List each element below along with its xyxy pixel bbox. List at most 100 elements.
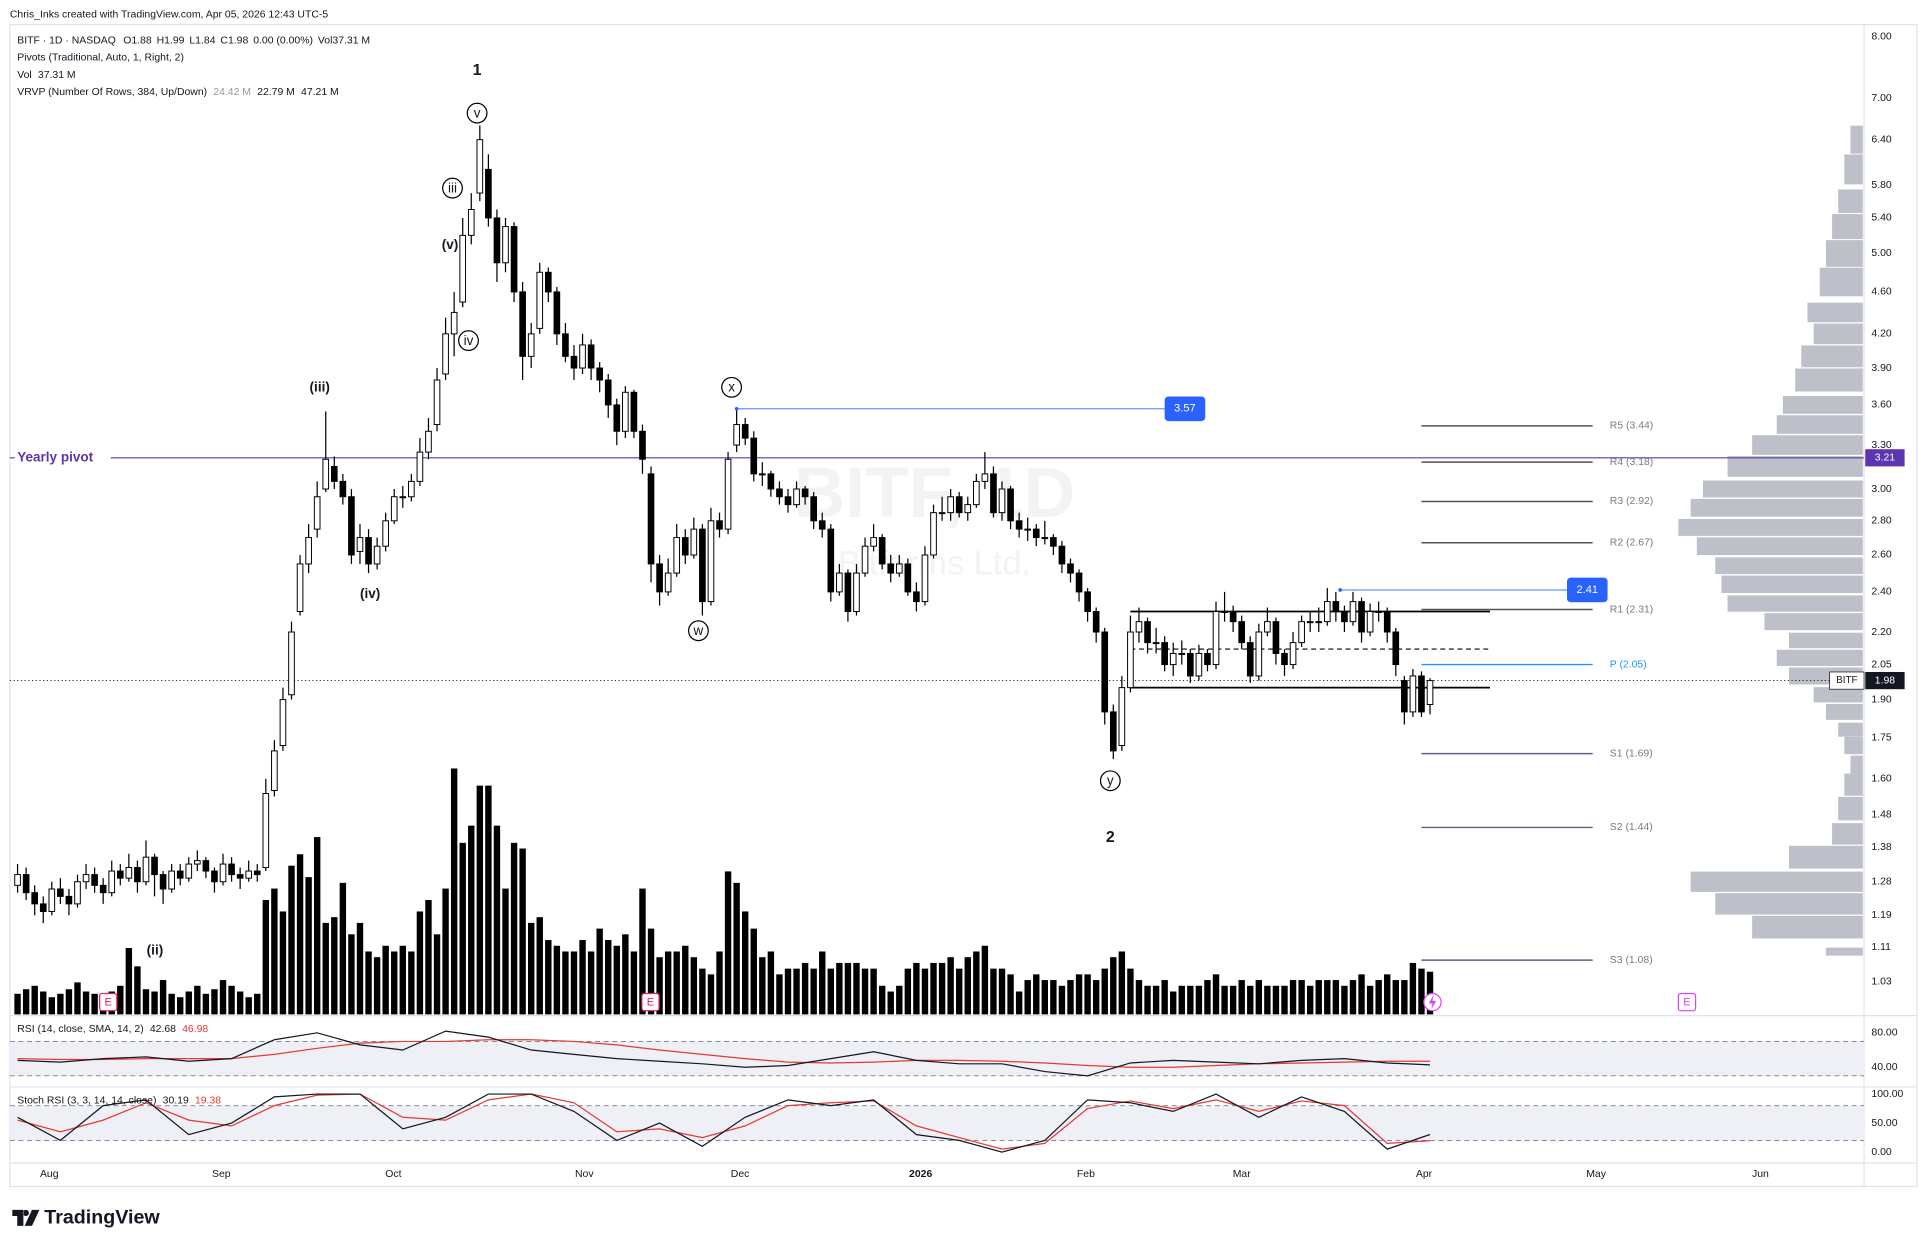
candle-body xyxy=(245,870,253,879)
volume-bar xyxy=(579,940,586,1015)
volume-bar xyxy=(690,957,698,1015)
candle-body xyxy=(373,545,381,565)
volume-bar xyxy=(759,957,766,1015)
candle-body xyxy=(827,528,835,593)
candle-body xyxy=(1015,520,1023,530)
label-bg xyxy=(14,449,111,467)
volume-bar xyxy=(878,985,886,1015)
volume-bar xyxy=(1324,980,1331,1015)
earnings-icon xyxy=(99,992,118,1012)
frame xyxy=(9,23,1918,1188)
vol-value: 37.31 M xyxy=(38,70,76,81)
candle-body xyxy=(236,874,244,879)
wave-circle xyxy=(442,177,463,199)
vrvp-bar xyxy=(1782,396,1863,414)
pivot-label: S2 (1.44) xyxy=(1610,822,1653,833)
candle-body xyxy=(57,888,64,897)
candle-body xyxy=(716,520,723,530)
wave-label: v xyxy=(474,105,481,120)
vrvp-bar xyxy=(1844,773,1863,796)
candle-body xyxy=(1127,631,1134,689)
candle-body xyxy=(699,528,706,603)
x-tick-label: Feb xyxy=(1077,1169,1095,1180)
pivot-label: S1 (1.69) xyxy=(1610,748,1653,759)
vrvp-bar xyxy=(1850,125,1863,154)
candle-body xyxy=(1221,611,1228,613)
candle-body xyxy=(596,367,603,381)
y-tick-label: 100.00 xyxy=(1871,1089,1903,1100)
stoch-d-value: 19.38 xyxy=(195,1095,221,1106)
y-tick-label: 0.00 xyxy=(1871,1147,1892,1158)
volume-bar xyxy=(450,768,458,1015)
wave-label: 1 xyxy=(473,62,482,79)
candle-body xyxy=(664,572,672,593)
volume-bar xyxy=(48,997,56,1015)
price-tag-label: 2.41 xyxy=(1577,584,1599,596)
candle-body xyxy=(339,480,347,498)
volume-bar xyxy=(305,877,312,1015)
candle-body xyxy=(1229,611,1237,623)
volume-bar xyxy=(767,951,775,1015)
volume-bar xyxy=(296,854,304,1015)
candle-body xyxy=(322,458,330,490)
vrvp-bar xyxy=(1696,537,1863,556)
candle-body xyxy=(519,291,526,357)
candle-body xyxy=(271,750,278,792)
candle-body xyxy=(724,458,732,530)
pivot-label: R3 (2.92) xyxy=(1610,496,1654,507)
ohlc-value: 1.88 xyxy=(131,35,152,46)
candle-body xyxy=(1195,652,1203,677)
wave-label: (v) xyxy=(442,237,459,252)
change: 0.00 (0.00%) xyxy=(253,35,313,46)
candle-body xyxy=(673,537,681,574)
candle-body xyxy=(587,344,595,369)
candle-body xyxy=(1075,572,1083,593)
volume-bar xyxy=(810,968,817,1015)
logo-text: TradingView xyxy=(44,1207,160,1229)
candle-body xyxy=(887,563,895,574)
vrvp-bar xyxy=(1844,154,1863,185)
candle-body xyxy=(1315,621,1323,624)
candle-body xyxy=(330,466,338,482)
band-fill xyxy=(9,1105,1865,1141)
vrvp-bar xyxy=(1721,575,1863,593)
volume-bar xyxy=(896,985,903,1015)
rsi-value: 42.68 xyxy=(150,1024,176,1035)
volume-bar xyxy=(459,842,466,1015)
candle-body xyxy=(690,528,698,556)
vrvp-value: 24.42 M xyxy=(213,87,251,98)
candle-body xyxy=(22,874,30,894)
volume-bar xyxy=(288,865,295,1015)
volume-bar xyxy=(1118,951,1126,1015)
volume-bar xyxy=(1289,980,1297,1015)
volume-bar xyxy=(1204,980,1211,1015)
candle-body xyxy=(14,874,21,886)
price-tag-label: 3.57 xyxy=(1174,403,1196,415)
candle-body xyxy=(1144,621,1151,644)
candle-body xyxy=(1392,631,1400,666)
vrvp-bar xyxy=(1678,518,1863,536)
candle-body xyxy=(1007,488,1014,522)
candle-body xyxy=(1418,675,1425,713)
axis-tag-label: 3.21 xyxy=(1875,453,1896,464)
candle-body xyxy=(228,863,235,876)
y-tick-label: 5.40 xyxy=(1871,213,1892,224)
volume-bar xyxy=(699,968,706,1015)
candle-body xyxy=(1024,528,1032,531)
logo-mark xyxy=(12,1209,40,1226)
ray-anchor xyxy=(734,406,739,411)
vol-value: 37.31 M xyxy=(332,35,370,46)
y-tick-label: 3.30 xyxy=(1871,440,1892,451)
candle-body xyxy=(853,572,860,613)
candle-body xyxy=(741,424,749,439)
wave-label: iii xyxy=(448,180,457,195)
stoch-k-value: 30.19 xyxy=(163,1095,189,1106)
candle-body xyxy=(981,473,989,482)
volume-bar xyxy=(1229,985,1237,1015)
volume-bar xyxy=(742,911,749,1015)
candle-body xyxy=(1238,621,1246,644)
vrvp-bar xyxy=(1789,632,1863,649)
earnings-icon xyxy=(1677,992,1697,1012)
